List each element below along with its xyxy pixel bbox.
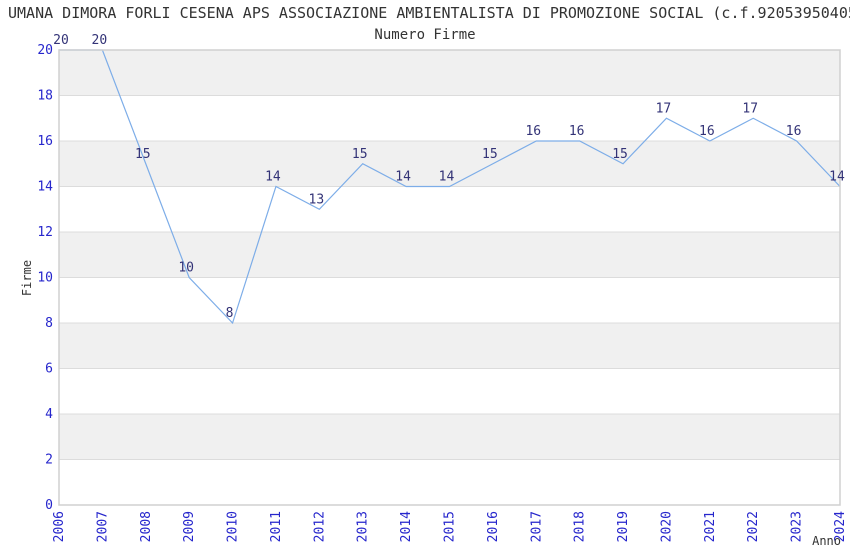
grid-band <box>59 232 840 278</box>
x-axis-label: Anno <box>812 534 841 548</box>
data-point-label: 16 <box>699 124 715 139</box>
x-tick-label: 2020 <box>659 511 674 542</box>
x-tick-label: 2010 <box>226 511 241 542</box>
y-tick-label: 0 <box>45 498 53 513</box>
data-point-label: 14 <box>395 170 411 185</box>
x-tick-label: 2024 <box>833 511 848 542</box>
data-point-label: 17 <box>742 101 758 116</box>
x-tick-label: 2009 <box>182 511 197 542</box>
x-tick-label: 2011 <box>269 511 284 542</box>
data-point-label: 10 <box>178 261 194 276</box>
frame-rect <box>58 49 841 506</box>
plot-frame <box>58 49 841 506</box>
chart-subtitle: Numero Firme <box>374 27 476 43</box>
data-point-label: 15 <box>135 147 151 162</box>
y-tick-label: 18 <box>37 89 53 104</box>
x-tick-label: 2008 <box>139 511 154 542</box>
x-tick-label: 2012 <box>312 511 327 542</box>
y-tick-label: 14 <box>37 180 53 195</box>
x-tick-label: 2021 <box>703 511 718 542</box>
data-point-label: 15 <box>612 147 628 162</box>
x-tick-label: 2016 <box>486 511 501 542</box>
data-point-label: 8 <box>226 306 234 321</box>
y-tick-label: 16 <box>37 134 53 149</box>
line-series <box>59 49 841 325</box>
y-axis-label: Firme <box>20 260 34 296</box>
data-point-label: 13 <box>309 192 325 207</box>
x-axis-ticks: 2006 2007 2008 2009 2010 2011 2012 2013 2014 2015… <box>52 511 848 542</box>
x-tick-label: 2015 <box>443 511 458 542</box>
chart-main-title: UMANA DIMORA FORLI CESENA APS ASSOCIAZIO… <box>8 4 850 22</box>
x-tick-label: 2019 <box>616 511 631 542</box>
x-tick-label: 2007 <box>95 511 110 542</box>
x-tick-label: 2018 <box>573 511 588 542</box>
y-tick-label: 10 <box>37 271 53 286</box>
data-point-label: 17 <box>656 101 672 116</box>
y-tick-label: 8 <box>45 316 53 331</box>
y-axis-ticks: 0 2 4 6 8 10 12 14 16 18 20 <box>37 43 53 513</box>
y-tick-label: 2 <box>45 453 53 468</box>
data-point-label: 14 <box>265 170 281 185</box>
data-point-label: 16 <box>786 124 802 139</box>
series-line <box>59 49 841 325</box>
data-point-label: 14 <box>439 170 455 185</box>
data-point-label: 15 <box>352 147 368 162</box>
x-tick-label: 2013 <box>356 511 371 542</box>
data-point-label: 20 <box>92 33 108 48</box>
data-point-label: 16 <box>525 124 541 139</box>
x-tick-label: 2017 <box>529 511 544 542</box>
y-tick-label: 12 <box>37 225 53 240</box>
y-tick-label: 6 <box>45 362 53 377</box>
grid-bands <box>59 50 840 460</box>
x-tick-label: 2006 <box>52 511 67 542</box>
data-point-label: 15 <box>482 147 498 162</box>
x-tick-label: 2023 <box>790 511 805 542</box>
grid-band <box>59 50 840 96</box>
data-point-label: 16 <box>569 124 585 139</box>
grid-band <box>59 141 840 187</box>
grid-band <box>59 414 840 460</box>
data-point-label: 20 <box>53 33 69 48</box>
data-point-labels: 20 20 15 10 8 14 13 15 14 14 15 16 16 15 17 16 17 16 14 <box>53 33 845 321</box>
grid-band <box>59 323 840 369</box>
x-tick-label: 2014 <box>399 511 414 542</box>
y-tick-label: 4 <box>45 407 53 422</box>
y-tick-label: 20 <box>37 43 53 58</box>
x-tick-label: 2022 <box>746 511 761 542</box>
data-point-label: 14 <box>829 170 845 185</box>
